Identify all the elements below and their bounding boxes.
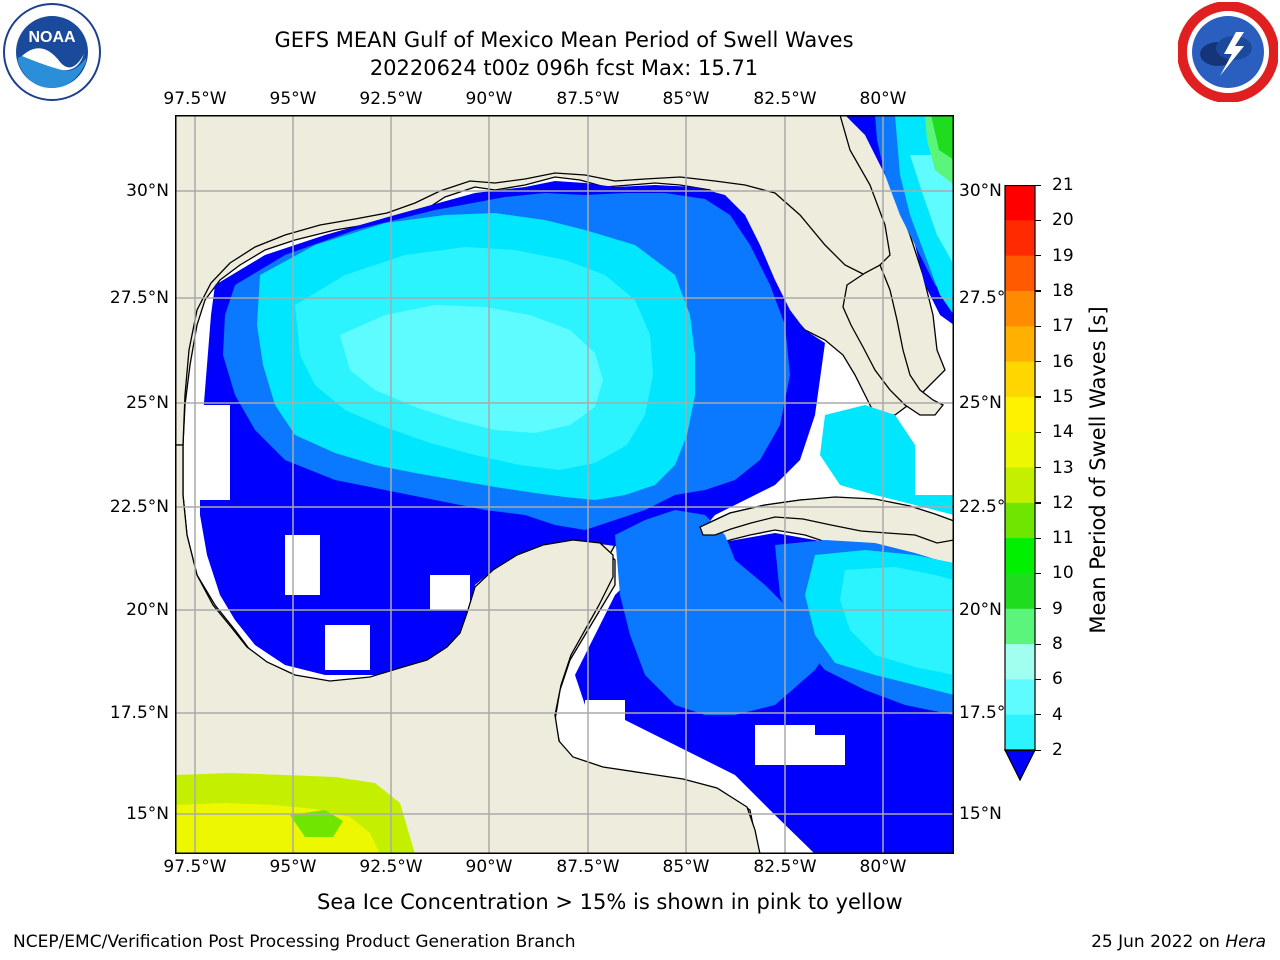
- lon-tick-top: 97.5°W: [163, 89, 227, 109]
- colorbar-segment: [1005, 502, 1035, 539]
- colorbar-segment: [1005, 361, 1035, 398]
- lat-tick-left: 15°N: [126, 804, 169, 824]
- colorbar-tick-mark: [1035, 325, 1041, 327]
- lon-tick-top: 95°W: [269, 89, 317, 109]
- colorbar-segment: [1005, 290, 1035, 327]
- colorbar-tick-label: 8: [1052, 634, 1063, 655]
- colorbar-segment: [1005, 467, 1035, 504]
- colorbar-segment: [1005, 714, 1035, 751]
- colorbar-tick-label: 12: [1052, 492, 1074, 513]
- nws-logo: [1177, 1, 1279, 103]
- colorbar-tick-label: 4: [1052, 704, 1063, 725]
- colorbar-label: Mean Period of Swell Waves [s]: [1086, 306, 1110, 634]
- colorbar-segment: [1005, 255, 1035, 292]
- colorbar-tick-label: 10: [1052, 563, 1074, 584]
- lon-tick-top: 82.5°W: [753, 89, 817, 109]
- colorbar-tick-label: 19: [1052, 245, 1074, 266]
- colorbar-extend: [1004, 749, 1036, 782]
- lon-tick-top: 85°W: [662, 89, 710, 109]
- colorbar-tick-mark: [1035, 467, 1041, 469]
- lon-tick-top: 90°W: [465, 89, 513, 109]
- lat-tick-right: 15°N: [959, 804, 1002, 824]
- colorbar-tick-mark: [1035, 219, 1041, 221]
- colorbar-tick-label: 17: [1052, 316, 1074, 337]
- colorbar-tick-mark: [1035, 678, 1041, 681]
- colorbar-segment: [1005, 573, 1035, 610]
- lon-tick-bottom: 92.5°W: [359, 857, 423, 877]
- lat-tick-right: 22.5°N: [959, 497, 1019, 517]
- colorbar-tick-label: 20: [1052, 210, 1074, 231]
- colorbar-segment: [1005, 185, 1035, 221]
- colorbar-tick-label: 15: [1052, 386, 1074, 407]
- lat-tick-left: 22.5°N: [109, 497, 169, 517]
- lon-tick-bottom: 95°W: [269, 857, 317, 877]
- colorbar-tick-label: 6: [1052, 669, 1063, 690]
- footer-credit: NCEP/EMC/Verification Post Processing Pr…: [13, 932, 576, 952]
- lon-tick-bottom: 90°W: [465, 857, 513, 877]
- colorbar-segment: [1005, 326, 1035, 363]
- colorbar-segment: [1005, 679, 1035, 716]
- colorbar-tick-label: 18: [1052, 280, 1074, 301]
- lon-tick-bottom: 97.5°W: [163, 857, 227, 877]
- lat-tick-right: 27.5°N: [959, 288, 1019, 308]
- no-data-areas: [200, 405, 954, 770]
- lon-tick-bottom: 82.5°W: [753, 857, 817, 877]
- chart-title: GEFS MEAN Gulf of Mexico Mean Period of …: [274, 28, 854, 52]
- lon-tick-bottom: 85°W: [662, 857, 710, 877]
- colorbar-tick-label: 9: [1052, 598, 1063, 619]
- colorbar-tick-label: 14: [1052, 422, 1074, 443]
- lon-tick-top: 87.5°W: [556, 89, 620, 109]
- lat-tick-left: 27.5°N: [109, 288, 169, 308]
- colorbar-tick-mark: [1035, 290, 1041, 292]
- colorbar-tick-mark: [1035, 502, 1041, 504]
- colorbar-tick-mark: [1035, 749, 1041, 751]
- colorbar-tick-label: 16: [1052, 351, 1074, 372]
- lon-tick-bottom: 80°W: [859, 857, 907, 877]
- colorbar-segment: [1005, 432, 1035, 468]
- lat-tick-right: 17.5°N: [959, 703, 1019, 723]
- lat-tick-right: 25°N: [959, 393, 1002, 413]
- colorbar-segment: [1005, 644, 1035, 680]
- colorbar-segment: [1005, 220, 1035, 257]
- footer-date-text: 25 Jun 2022 on: [1091, 932, 1226, 952]
- colorbar-tick-label: 13: [1052, 457, 1074, 478]
- lon-tick-top: 92.5°W: [359, 89, 423, 109]
- svg-text:NOAA: NOAA: [28, 29, 76, 46]
- chart-subtitle: 20220624 t00z 096h fcst Max: 15.71: [369, 56, 759, 80]
- lat-tick-left: 20°N: [126, 600, 169, 620]
- lat-tick-left: 17.5°N: [109, 703, 169, 723]
- colorbar-tick-mark: [1035, 396, 1041, 398]
- colorbar-tick-mark: [1035, 643, 1041, 645]
- map-panel: [174, 114, 955, 855]
- colorbar-tick-mark: [1035, 361, 1041, 363]
- colorbar-tick-mark: [1035, 608, 1041, 610]
- lat-tick-right: 20°N: [959, 600, 1002, 620]
- sea-ice-note: Sea Ice Concentration > 15% is shown in …: [317, 890, 903, 914]
- colorbar-tick-mark: [1035, 431, 1041, 433]
- colorbar-tick-label: 2: [1052, 740, 1063, 760]
- colorbar-tick-mark: [1035, 184, 1041, 186]
- colorbar-tick-mark: [1035, 572, 1041, 575]
- noaa-logo: NOAA: [2, 2, 102, 102]
- footer-date: 25 Jun 2022 on Hera: [1091, 932, 1266, 952]
- colorbar: [1000, 184, 1040, 785]
- colorbar-segment: [1005, 396, 1035, 433]
- colorbar-tick-label: 11: [1052, 528, 1074, 549]
- colorbar-tick-mark: [1035, 255, 1041, 257]
- lon-tick-top: 80°W: [859, 89, 907, 109]
- colorbar-tick-mark: [1035, 714, 1041, 716]
- map-gridlines: [175, 115, 954, 854]
- colorbar-segment: [1005, 538, 1035, 574]
- colorbar-tick-label: 21: [1052, 175, 1074, 195]
- lat-tick-left: 25°N: [126, 393, 169, 413]
- colorbar-segment: [1005, 608, 1035, 645]
- lon-tick-bottom: 87.5°W: [556, 857, 620, 877]
- lat-tick-right: 30°N: [959, 181, 1002, 201]
- lat-tick-left: 30°N: [126, 181, 169, 201]
- footer-host: Hera: [1225, 932, 1266, 952]
- colorbar-tick-mark: [1035, 537, 1041, 539]
